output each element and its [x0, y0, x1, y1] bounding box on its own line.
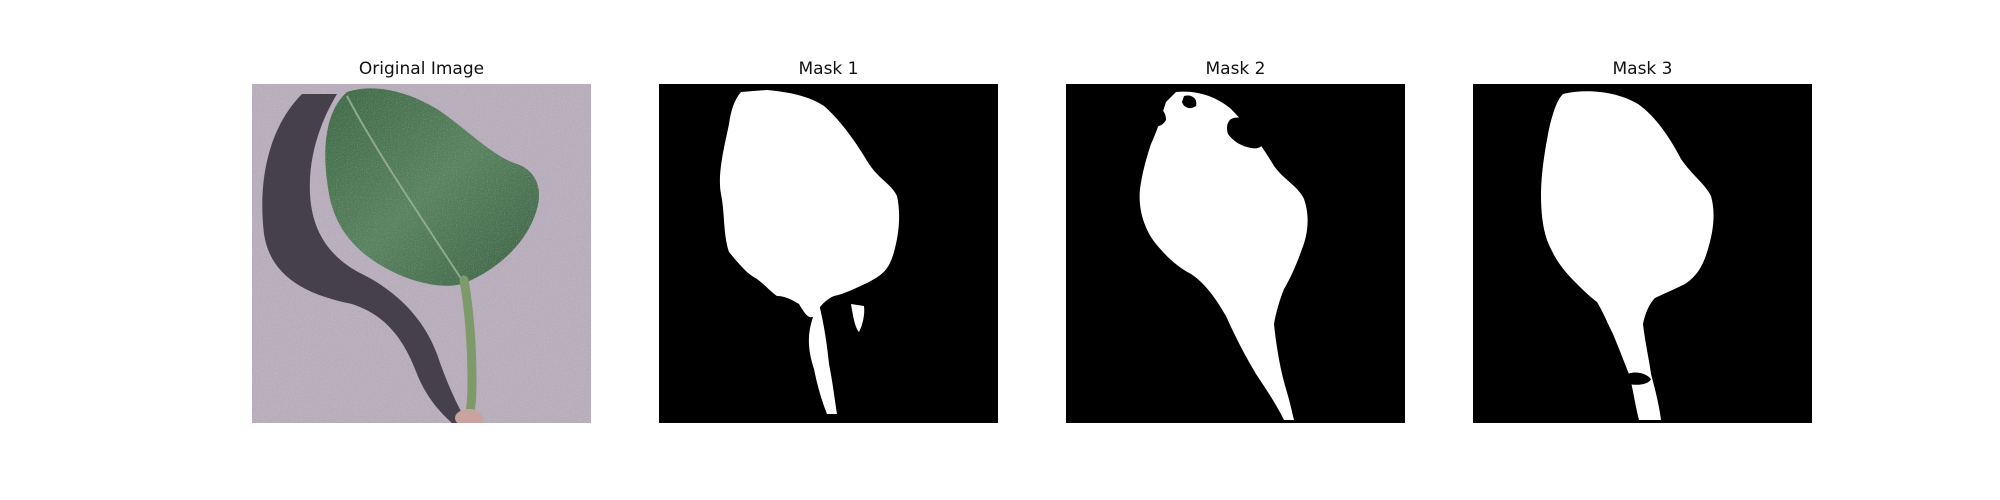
mask-leaf-region [1541, 91, 1714, 421]
panel-title: Mask 1 [798, 59, 859, 79]
mask-leaf-region [719, 90, 900, 318]
panel-title: Mask 2 [1205, 59, 1266, 79]
leaf-shadow [262, 94, 467, 423]
panel-mask-3: Mask 3 [1473, 57, 1812, 423]
mask-leaf-region [1139, 91, 1308, 421]
mask-2-image [1066, 84, 1405, 423]
mask-hole [1227, 117, 1265, 149]
mask-stem-gap [1623, 372, 1651, 385]
panel-mask-1: Mask 1 [659, 57, 998, 423]
leaf-photo [252, 84, 591, 423]
mask-1-image [659, 84, 998, 423]
leaf-midrib [346, 95, 463, 281]
mask-hole [1141, 106, 1166, 127]
mask-stem-region [808, 304, 837, 414]
panel-mask-2: Mask 2 [1066, 57, 1405, 423]
mask-stem-fragment [851, 304, 865, 332]
mask-3-image [1473, 84, 1812, 423]
stem-base [455, 409, 483, 423]
mask-hole [1182, 95, 1197, 109]
panel-original-image: Original Image [252, 57, 591, 423]
leaf-blade [325, 88, 540, 286]
panel-title: Original Image [358, 59, 485, 79]
panel-title: Mask 3 [1612, 59, 1673, 79]
